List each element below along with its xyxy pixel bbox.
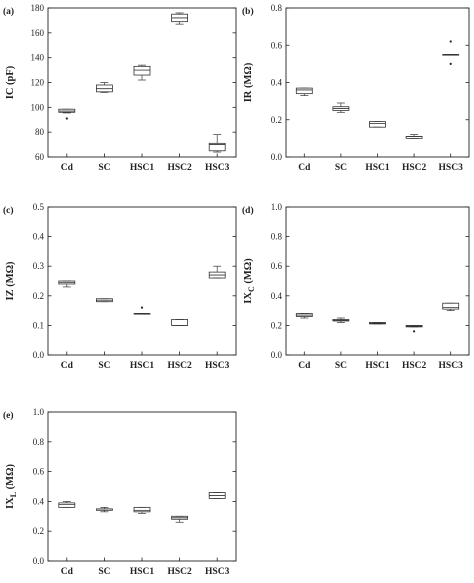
- y-axis-title-unit: (MΩ): [243, 62, 254, 90]
- y-tick-label: 0.6: [271, 40, 283, 50]
- x-tick-label: HSC3: [439, 163, 464, 173]
- y-axis-title: IZ (MΩ): [5, 261, 16, 301]
- x-tick-label: HSC3: [205, 567, 230, 577]
- x-tick-label: HSC1: [130, 567, 155, 577]
- y-tick-label: 0.3: [33, 261, 45, 271]
- y-tick-label: 0.4: [33, 496, 45, 506]
- x-tick-label: HSC2: [167, 163, 192, 173]
- outlier-point: [449, 62, 452, 65]
- y-axis-title-unit: (MΩ): [5, 464, 16, 492]
- y-tick-label: 0.4: [271, 78, 283, 88]
- box-iqr: [133, 65, 151, 76]
- y-tick-label: 1.0: [271, 202, 283, 212]
- y-tick-label: 0.2: [33, 526, 44, 536]
- y-axis-title-main: IR: [243, 90, 254, 102]
- y-tick-label: 140: [31, 53, 45, 63]
- x-tick-label: HSC1: [130, 163, 155, 173]
- panel-label: (b): [242, 6, 254, 17]
- panel-label: (e): [3, 410, 14, 421]
- y-tick-label: 0.0: [33, 556, 45, 566]
- x-tick-label: HSC2: [402, 361, 427, 371]
- outlier-point: [65, 117, 68, 120]
- y-tick-label: 80: [35, 127, 45, 137]
- x-tick-label: HSC2: [167, 567, 192, 577]
- box-iqr: [171, 319, 189, 326]
- y-axis-title: IC (pF): [5, 65, 16, 99]
- x-tick-label: HSC2: [167, 361, 192, 371]
- x-tick-label: Cd: [298, 361, 311, 371]
- plot-frame: [47, 206, 237, 356]
- y-axis-title: IXL (MΩ): [5, 464, 18, 509]
- y-axis-title-main: IX: [243, 292, 254, 304]
- box-iqr: [133, 506, 151, 513]
- x-tick-label: HSC3: [205, 361, 230, 371]
- panel-label: (a): [3, 6, 14, 17]
- box-iqr: [208, 142, 226, 152]
- x-tick-label: SC: [335, 163, 347, 173]
- y-tick-label: 0.8: [271, 3, 283, 13]
- y-tick-label: 100: [31, 102, 45, 112]
- plot-frame: [285, 7, 470, 158]
- x-tick-label: HSC1: [365, 361, 390, 371]
- y-tick-label: 0.4: [33, 232, 45, 242]
- x-tick-label: Cd: [61, 567, 74, 577]
- plot-frame: [47, 7, 237, 158]
- box-iqr: [442, 302, 460, 310]
- y-tick-label: 0.6: [271, 261, 283, 271]
- y-tick-label: 0.4: [271, 291, 283, 301]
- y-tick-label: 0.0: [271, 350, 283, 360]
- x-tick-label: Cd: [298, 163, 311, 173]
- outlier-point: [140, 306, 144, 309]
- x-tick-label: SC: [335, 361, 347, 371]
- y-tick-label: 0.2: [271, 115, 282, 125]
- y-axis-title-main: IC: [5, 88, 16, 100]
- y-tick-label: 120: [31, 78, 45, 88]
- y-tick-label: 60: [35, 152, 45, 162]
- outlier-point: [413, 330, 416, 333]
- x-tick-label: HSC3: [205, 163, 230, 173]
- y-tick-label: 0.5: [33, 202, 45, 212]
- box-iqr: [58, 502, 76, 508]
- y-tick-label: 0.0: [271, 152, 283, 162]
- box-iqr: [369, 121, 386, 128]
- box-iqr: [295, 87, 313, 95]
- y-axis-title: IR (MΩ): [243, 62, 254, 102]
- y-tick-label: 180: [31, 3, 45, 13]
- y-axis-title-subscript: L: [9, 492, 18, 497]
- y-axis-title-main: IX: [5, 497, 16, 509]
- plot-frame: [285, 206, 470, 356]
- x-tick-label: SC: [98, 567, 110, 577]
- y-axis-title-unit: (MΩ): [243, 258, 254, 286]
- outlier-point: [449, 40, 452, 43]
- y-tick-label: 0.0: [33, 350, 45, 360]
- x-tick-label: HSC2: [402, 163, 427, 173]
- y-tick-label: 0.2: [271, 320, 282, 330]
- x-tick-label: HSC3: [439, 361, 464, 371]
- y-tick-label: 0.2: [33, 291, 44, 301]
- plot-frame: [47, 411, 237, 562]
- x-tick-label: SC: [98, 163, 110, 173]
- y-tick-label: 0.8: [271, 232, 283, 242]
- x-tick-label: SC: [98, 361, 110, 371]
- y-axis-title-unit: (pF): [5, 65, 16, 87]
- panel-label: (d): [242, 205, 254, 216]
- y-axis-title: IXC (MΩ): [243, 258, 256, 304]
- y-axis-title-subscript: C: [247, 286, 256, 292]
- y-tick-label: 160: [31, 28, 45, 38]
- y-tick-label: 0.6: [33, 467, 45, 477]
- y-axis-title-main: IZ: [5, 289, 16, 300]
- x-tick-label: Cd: [61, 361, 74, 371]
- y-tick-label: 1.0: [33, 407, 45, 417]
- x-tick-label: HSC1: [130, 361, 155, 371]
- panel-label: (c): [3, 205, 14, 216]
- y-tick-label: 0.8: [33, 437, 45, 447]
- y-tick-label: 0.1: [33, 320, 44, 330]
- y-axis-title-unit: (MΩ): [5, 261, 16, 289]
- x-tick-label: Cd: [61, 163, 74, 173]
- x-tick-label: HSC1: [365, 163, 390, 173]
